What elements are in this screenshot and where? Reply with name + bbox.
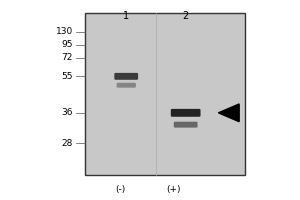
Text: 55: 55 xyxy=(61,72,73,81)
FancyBboxPatch shape xyxy=(117,83,136,88)
Text: (-): (-) xyxy=(115,185,125,194)
Text: 72: 72 xyxy=(61,53,73,62)
Text: 28: 28 xyxy=(61,139,73,148)
Text: 2: 2 xyxy=(182,11,189,21)
Text: 130: 130 xyxy=(56,27,73,36)
Text: 95: 95 xyxy=(61,40,73,49)
Text: 1: 1 xyxy=(123,11,129,21)
FancyBboxPatch shape xyxy=(171,109,200,117)
FancyBboxPatch shape xyxy=(114,73,138,80)
Text: (+): (+) xyxy=(167,185,181,194)
Text: 36: 36 xyxy=(61,108,73,117)
FancyBboxPatch shape xyxy=(174,122,198,128)
Bar xyxy=(85,13,245,175)
Polygon shape xyxy=(218,104,239,122)
